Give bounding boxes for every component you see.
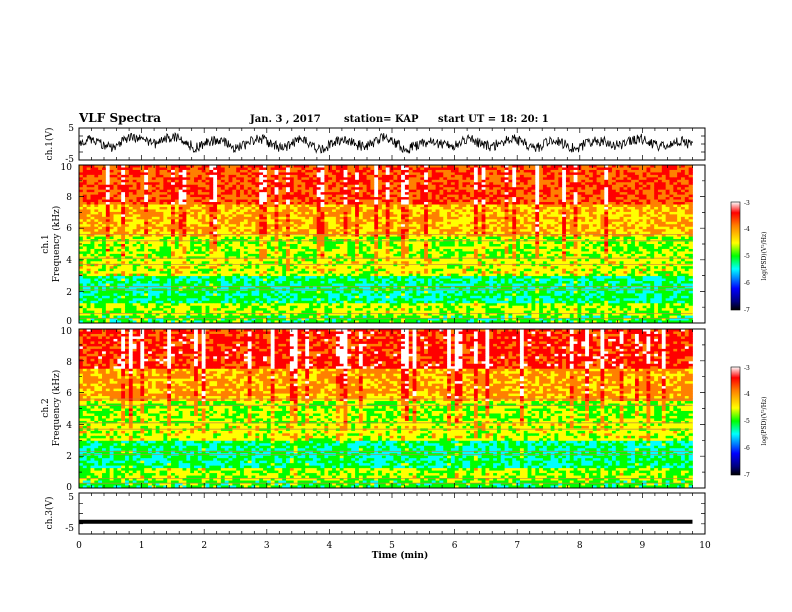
ch2-spectrogram-panel: 0 2 4 6 8 10 ch.2 Frequency (kHz) bbox=[41, 327, 706, 493]
start-time-label: start UT = 18: 20: 1 bbox=[438, 114, 549, 125]
time-tick-3: 3 bbox=[264, 541, 270, 551]
time-tick-4: 4 bbox=[327, 541, 333, 551]
amplitude-tick-marks bbox=[79, 492, 705, 535]
ch2-spectrogram-ylabel-channel: ch.2 bbox=[41, 398, 51, 417]
ch2-colorbar-tick-m4: -4 bbox=[744, 391, 750, 398]
ch3-waveform-ylabel: ch.3(V) bbox=[44, 497, 55, 530]
ch1-spectrogram-image bbox=[79, 165, 705, 323]
ch1-colorbar: -3 -4 -5 -6 -7 log(PSD)(V²/Hz) bbox=[730, 200, 768, 314]
ch2-colorbar-tick-m5: -5 bbox=[744, 418, 750, 425]
ch1-colorbar-tick-m3: -3 bbox=[744, 200, 750, 207]
time-tick-6: 6 bbox=[452, 541, 458, 551]
time-tick-2: 2 bbox=[201, 541, 207, 551]
time-tick-marks bbox=[78, 329, 706, 488]
ch2-freq-tick-4: 4 bbox=[66, 421, 72, 431]
ch1-waveform-ticks bbox=[78, 127, 706, 161]
ch2-colorbar: -3 -4 -5 -6 -7 log(PSD)(V²/Hz) bbox=[730, 365, 768, 479]
time-axis-label: Time (min) bbox=[372, 550, 429, 561]
ch1-waveform-ylabel: ch.1(V) bbox=[44, 128, 55, 161]
ch2-spectrogram-ylabel-frequency: Frequency (kHz) bbox=[51, 370, 62, 447]
ch2-freq-tick-6: 6 bbox=[66, 389, 72, 399]
time-tick-marks bbox=[78, 165, 706, 323]
ch1-spectrogram-ylabel-channel: ch.1 bbox=[41, 234, 51, 253]
ch2-colorbar-label: log(PSD)(V²/Hz) bbox=[761, 397, 768, 446]
ch1-freq-tick-6: 6 bbox=[66, 224, 72, 234]
ch1-colorbar-tick-m6: -6 bbox=[744, 280, 750, 287]
figure-title: VLF Spectra bbox=[78, 111, 161, 125]
station-label: station= KAP bbox=[344, 114, 419, 125]
ch2-freq-tick-2: 2 bbox=[66, 452, 72, 462]
ch1-freq-tick-4: 4 bbox=[66, 256, 72, 266]
time-tick-1: 1 bbox=[139, 541, 145, 551]
ch1-colorbar-label: log(PSD)(V²/Hz) bbox=[761, 232, 768, 281]
ch1-colorbar-tick-m7: -7 bbox=[744, 307, 750, 314]
time-tick-marks bbox=[78, 493, 706, 534]
ch1-waveform-trace bbox=[78, 132, 693, 154]
time-tick-0: 0 bbox=[76, 541, 82, 551]
ch2-colorbar-gradient bbox=[730, 366, 741, 476]
ch1-y-tick-top: 5 bbox=[68, 124, 74, 134]
ch1-colorbar-gradient bbox=[730, 201, 741, 311]
ch1-colorbar-tick-m4: -4 bbox=[744, 226, 750, 233]
time-tick-9: 9 bbox=[640, 541, 646, 551]
time-axis: 0 1 2 3 4 5 6 7 8 9 10 Time (min) bbox=[76, 541, 711, 561]
ch1-spectrogram-ylabel-frequency: Frequency (kHz) bbox=[51, 206, 62, 283]
ch3-y-tick-top: 5 bbox=[68, 493, 74, 503]
ch1-freq-tick-10: 10 bbox=[61, 163, 73, 173]
ch3-waveform-panel: 5 -5 ch.3(V) bbox=[44, 492, 706, 535]
time-tick-10: 10 bbox=[699, 541, 711, 551]
ch2-spectrogram-image bbox=[79, 329, 705, 488]
ch2-colorbar-tick-m6: -6 bbox=[744, 445, 750, 452]
ch2-freq-tick-8: 8 bbox=[66, 358, 72, 368]
ch1-waveform-line bbox=[78, 132, 693, 154]
ch2-freq-tick-10: 10 bbox=[61, 327, 73, 337]
time-tick-marks bbox=[78, 128, 706, 160]
frequency-tick-marks bbox=[79, 328, 705, 489]
ch1-freq-tick-0: 0 bbox=[66, 317, 72, 327]
ch2-spectrogram-ticks bbox=[78, 328, 706, 489]
ch1-freq-tick-2: 2 bbox=[66, 288, 72, 298]
ch3-waveform-ticks bbox=[78, 492, 706, 535]
time-tick-5: 5 bbox=[389, 541, 395, 551]
ch2-colorbar-tick-m7: -7 bbox=[744, 472, 750, 479]
ch1-spectrogram-ticks bbox=[78, 164, 706, 324]
ch1-waveform-panel: 5 -5 ch.1(V) bbox=[44, 124, 706, 165]
frequency-tick-marks bbox=[79, 164, 705, 324]
ch3-y-tick-bottom: -5 bbox=[65, 524, 74, 534]
date-label: Jan. 3 , 2017 bbox=[249, 114, 321, 125]
time-tick-8: 8 bbox=[577, 541, 583, 551]
ch1-y-tick-bottom: -5 bbox=[65, 155, 74, 165]
ch2-freq-tick-0: 0 bbox=[66, 483, 72, 493]
ch2-colorbar-tick-m3: -3 bbox=[744, 365, 750, 372]
ch1-freq-tick-8: 8 bbox=[66, 193, 72, 203]
ch1-colorbar-tick-m5: -5 bbox=[744, 253, 750, 260]
ch1-spectrogram-panel: 0 2 4 6 8 10 ch.1 Frequency (kHz) bbox=[41, 163, 706, 327]
time-tick-7: 7 bbox=[514, 541, 520, 551]
amplitude-tick-marks bbox=[79, 127, 705, 161]
